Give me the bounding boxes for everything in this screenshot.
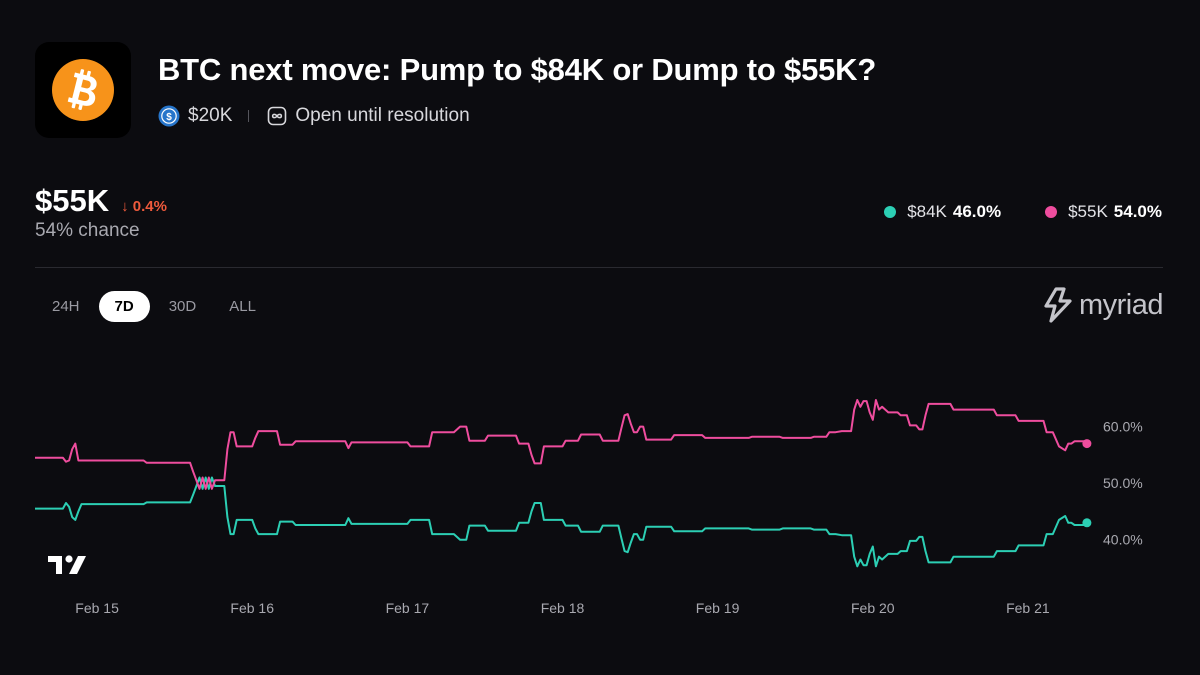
legend-item-84k: $84K 46.0% xyxy=(884,202,1001,222)
myriad-bolt-icon xyxy=(1044,287,1072,323)
x-tick-label: Feb 20 xyxy=(851,600,895,616)
status-text: Open until resolution xyxy=(295,105,470,126)
range-tabs: 24H 7D 30D ALL xyxy=(38,291,275,322)
svg-text:$: $ xyxy=(166,112,172,123)
infinity-icon xyxy=(268,106,287,126)
y-tick-label: 60.0% xyxy=(1103,419,1143,435)
legend-pct-55k: 54.0% xyxy=(1113,202,1162,221)
legend-dot-55k xyxy=(1045,206,1058,218)
series-layer xyxy=(35,399,1092,568)
leading-outcome: $55K ↓ 0.4% xyxy=(35,183,167,219)
legend-name-55k: $55K xyxy=(1068,202,1108,221)
series-line-84k xyxy=(35,476,1088,568)
x-tick-label: Feb 15 xyxy=(75,600,119,616)
chance-text: 54% chance xyxy=(35,220,140,241)
y-axis: 60.0% 50.0% 40.0% xyxy=(1103,419,1143,548)
volume-value: $20K xyxy=(188,105,233,126)
x-tick-label: Feb 18 xyxy=(541,600,585,616)
tab-24h[interactable]: 24H xyxy=(52,298,80,315)
x-tick-label: Feb 19 xyxy=(696,600,740,616)
market-logo xyxy=(35,42,131,138)
x-tick-label: Feb 21 xyxy=(1006,600,1050,616)
chart-legend: $84K 46.0% $55K 54.0% xyxy=(840,202,1162,222)
series-endpoint-55k xyxy=(1082,439,1092,449)
x-tick-label: Feb 16 xyxy=(230,600,274,616)
usdc-coin-icon: $ xyxy=(158,105,180,127)
x-axis: Feb 15 Feb 16 Feb 17 Feb 18 Feb 19 Feb 20 Feb … xyxy=(75,600,1050,616)
brand-name: myriad xyxy=(1078,288,1164,321)
legend-dot-84k xyxy=(884,206,897,218)
brand-logo: myriad xyxy=(1043,287,1164,323)
x-tick-label: Feb 17 xyxy=(386,600,430,616)
market-title: BTC next move: Pump to $84K or Dump to $… xyxy=(158,52,877,87)
y-tick-label: 50.0% xyxy=(1103,475,1143,491)
y-tick-label: 40.0% xyxy=(1103,532,1143,548)
series-endpoint-84k xyxy=(1082,518,1092,528)
market-meta: $ $20K Open until resolution xyxy=(158,104,470,128)
tab-all[interactable]: ALL xyxy=(229,298,256,315)
bitcoin-icon xyxy=(52,59,114,121)
change-indicator: ↓ 0.4% xyxy=(121,198,167,215)
leading-outcome-value: $55K xyxy=(35,183,110,218)
tradingview-icon xyxy=(48,555,86,574)
legend-pct-84k: 46.0% xyxy=(952,202,1002,221)
price-chart: 60.0% 50.0% 40.0% Feb 15 Feb 16 Feb 17 Feb 18… xyxy=(35,399,1143,616)
section-divider xyxy=(35,267,1163,268)
tab-7d[interactable]: 7D xyxy=(98,291,150,322)
series-line-55k xyxy=(35,399,1088,490)
tab-30d[interactable]: 30D xyxy=(168,298,197,315)
meta-separator xyxy=(248,110,250,122)
legend-name-84k: $84K xyxy=(907,202,947,221)
legend-item-55k: $55K 54.0% xyxy=(1045,202,1162,222)
